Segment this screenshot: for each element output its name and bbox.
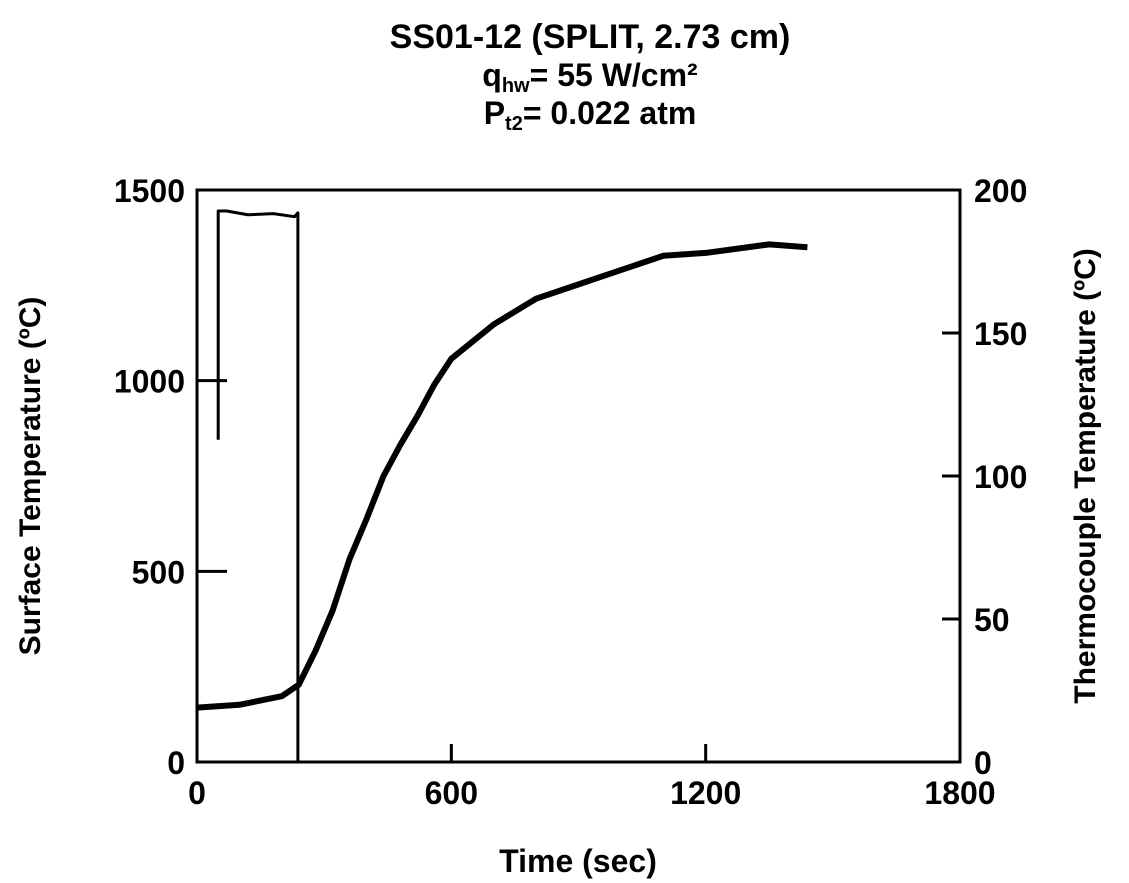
data-line — [196, 241, 808, 711]
y2-axis-label: Thermocouple Temperature (ºC) — [1069, 248, 1102, 703]
chart-subtitle: Pt2= 0.022 atm — [484, 95, 697, 135]
subtitle-subscript: hw — [502, 75, 530, 97]
y2-tick-label: 100 — [974, 459, 1027, 495]
x-axis-label: Time (sec) — [499, 843, 657, 879]
x-tick-label: 1800 — [924, 775, 995, 811]
y2-tick-label: 0 — [974, 745, 992, 781]
subtitle-text: = 55 W/cm² — [530, 57, 698, 93]
chart-subtitle: qhw= 55 W/cm² — [482, 57, 697, 97]
y-tick-label: 1000 — [114, 364, 185, 400]
y-tick-label: 1500 — [114, 173, 185, 209]
chart-title: SS01-12 (SPLIT, 2.73 cm) — [390, 18, 791, 56]
y2-tick-label: 150 — [974, 316, 1027, 352]
x-tick-label: 600 — [425, 775, 478, 811]
y-tick-label: 500 — [132, 554, 185, 590]
plot-frame — [195, 188, 962, 764]
subtitle-symbol: q — [482, 57, 502, 93]
subtitle-text: = 0.022 atm — [523, 95, 696, 131]
y2-tick-label: 200 — [974, 173, 1027, 209]
subtitle-symbol: P — [484, 95, 505, 131]
x-tick-label: 1200 — [670, 775, 741, 811]
data-line — [216, 209, 300, 762]
y-axis-label: Surface Temperature (ºC) — [14, 297, 47, 656]
subtitle-subscript: t2 — [505, 113, 523, 135]
x-tick-label: 0 — [188, 775, 206, 811]
y2-tick-label: 50 — [974, 602, 1010, 638]
y-tick-label: 0 — [167, 745, 185, 781]
